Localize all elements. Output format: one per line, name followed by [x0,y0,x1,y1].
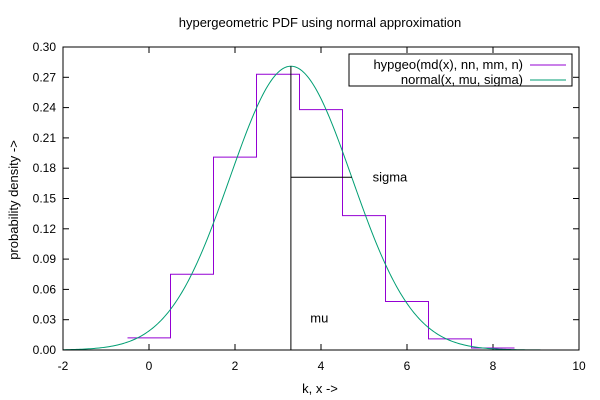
normal-curve-series [62,65,579,351]
x-axis-label: k, x -> [302,381,338,396]
x-tick-label: 4 [318,359,325,373]
annotation-mu: mu [310,311,328,326]
x-tick-label: 0 [146,359,153,373]
y-tick-label: 0.24 [33,101,57,115]
x-tick-label: -2 [58,359,69,373]
legend-label: normal(x, mu, sigma) [401,72,523,87]
y-tick-label: 0.06 [33,282,57,296]
y-tick-label: 0.09 [33,252,57,266]
annotation-sigma: sigma [373,169,408,184]
y-tick-label: 0.30 [33,40,57,54]
y-tick-label: 0.21 [33,131,57,145]
y-tick-label: 0.15 [33,192,57,206]
plot-group: mu sigma [62,65,579,351]
x-tick-label: 8 [490,359,497,373]
y-tick-label: 0.12 [33,222,57,236]
y-tick-label: 0.03 [33,313,57,327]
legend-box [348,53,573,87]
y-axis-label: probability density -> [6,140,21,260]
y-tick-label: 0.27 [33,70,57,84]
chart-title: hypergeometric PDF using normal approxim… [179,15,462,30]
y-tick-label: 0.18 [33,161,57,175]
x-tick-label: 2 [232,359,239,373]
hypgeo-step-series [127,73,515,349]
legend: hypgeo(md(x), nn, mm, n)normal(x, mu, si… [348,53,573,87]
y-tick-label: 0.00 [33,343,57,357]
x-tick-label: 6 [404,359,411,373]
plot-frame [62,46,580,351]
legend-label: hypgeo(md(x), nn, mm, n) [373,57,523,72]
x-tick-label: 10 [572,359,586,373]
ticks-group: -2 0 2 4 6 8 10 0.00 0.03 0.06 0.09 0.12 0.15 0.18 0.2… [33,40,586,373]
